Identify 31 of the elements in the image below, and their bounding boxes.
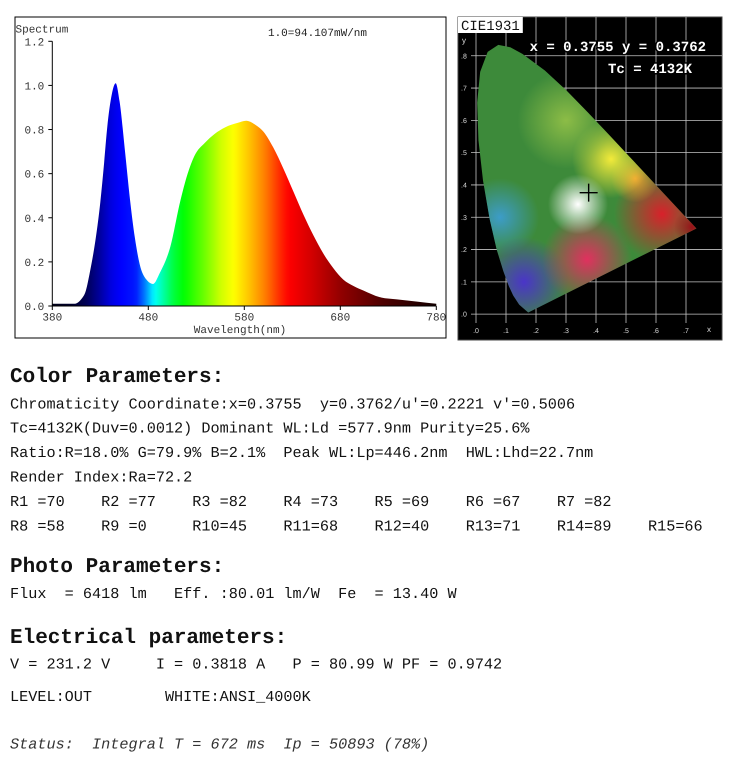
y-tick-label: 0.0	[24, 302, 44, 314]
x-tick-label: 680	[330, 312, 350, 324]
text: Photo Parameters:	[10, 556, 224, 579]
y-tick-label: 1.2	[24, 37, 44, 50]
y-tick-label: 0.6	[24, 170, 44, 182]
x-tick-label: 480	[138, 312, 158, 324]
text: Chromaticity Coordinate:x=0.3755 y=0.3762/u'=0.2221 v'=0.5006	[10, 395, 576, 414]
text: V = 231.2 V I = 0.3818 A P = 80.99 W PF = 0.9742	[10, 656, 502, 674]
x-axis-title: x	[707, 325, 711, 334]
text: LEVEL:OUT WHITE:ANSI_4000K	[10, 688, 312, 706]
x-tick-label: 380	[42, 312, 62, 324]
y-tick-label: 0.2	[24, 258, 44, 270]
y-axis-title: y	[462, 36, 466, 45]
x-axis-title: Wavelength(nm)	[194, 325, 286, 337]
text: Electrical parameters:	[10, 627, 288, 650]
text: Tc=4132K(Duv=0.0012) Dominant WL:Ld =577.9nm Purity=25.6%	[10, 420, 530, 438]
text: R8 =58 R9 =0 R10=45 R11=68 R12=40 R13=71 R14=89 R15=66	[10, 517, 703, 536]
x-tick-label: 580	[234, 312, 254, 324]
y-tick-label: 0.8	[24, 126, 44, 138]
y-tick-label: 0.4	[24, 214, 45, 226]
text: Status: Integral T = 672 ms Ip = 50893 (78%)	[10, 736, 430, 754]
text: 1.0=94.107mW/nm	[268, 28, 368, 40]
text: Ratio:R=18.0% G=79.9% B=2.1% Peak WL:Lp=446.2nm HWL:Lhd=22.7nm	[10, 444, 594, 462]
text: Color Parameters:	[10, 366, 224, 389]
y-axis-title: Spectrum	[16, 24, 69, 36]
text: Flux = 6418 lm Eff. :80.01 lm/W Fe = 13.40 W	[10, 585, 458, 603]
y-tick-label: 1.0	[24, 81, 44, 94]
text: R1 =70 R2 =77 R3 =82 R4 =73 R5 =69 R6 =67 R7 =82	[10, 492, 612, 511]
text: Render Index:Ra=72.2	[10, 468, 192, 486]
x-tick-label: 780	[426, 312, 446, 324]
chart-title: CIE1931	[461, 19, 520, 35]
